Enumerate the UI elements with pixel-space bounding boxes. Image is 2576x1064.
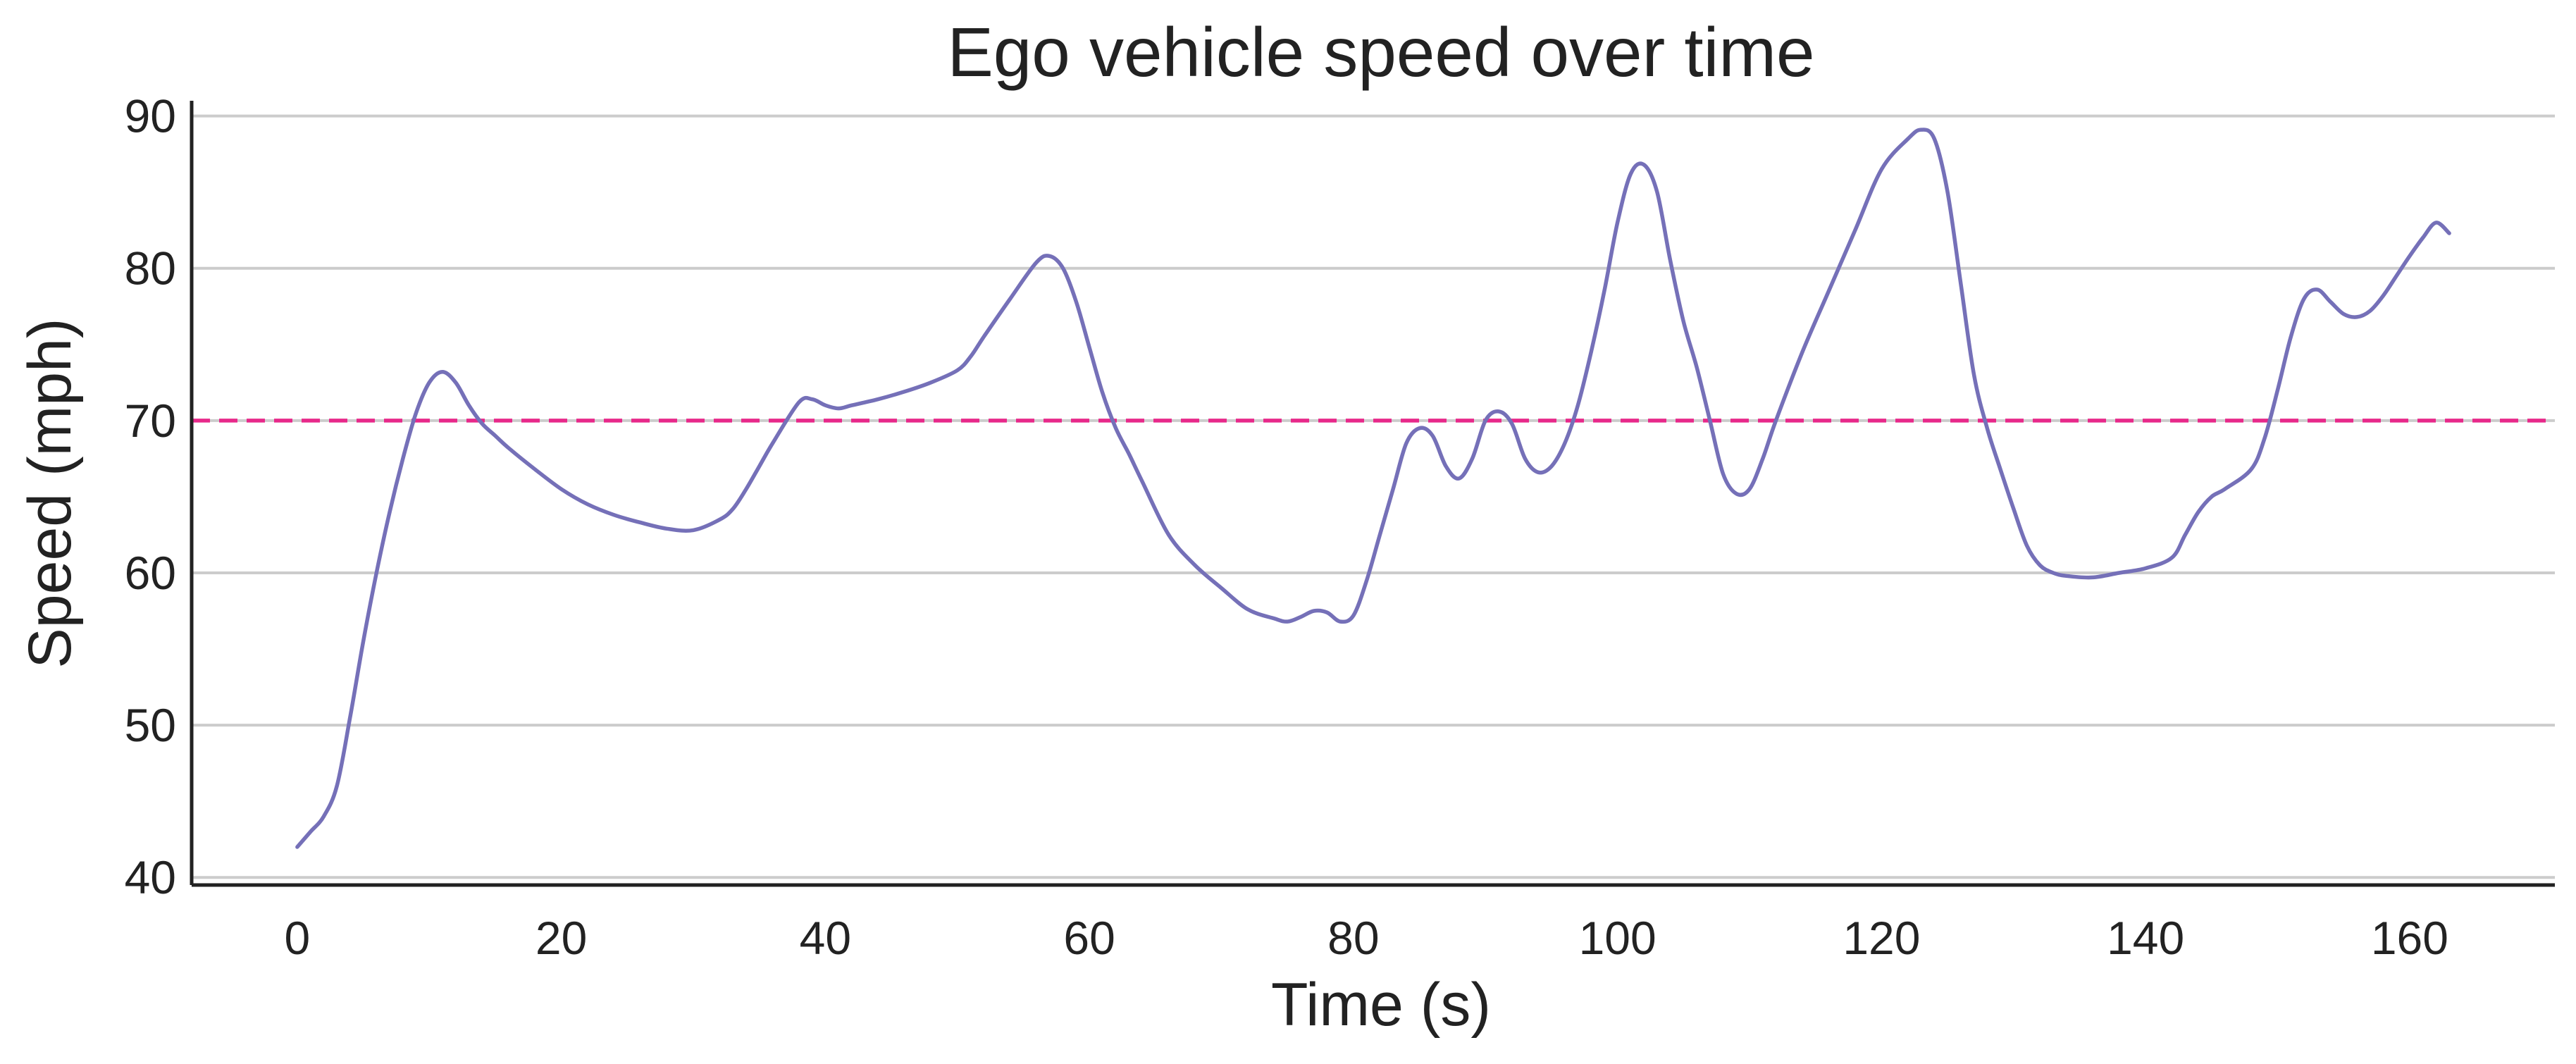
y-tick-label: 80	[125, 242, 176, 295]
y-tick-label: 70	[125, 395, 176, 447]
series-group	[295, 128, 2451, 849]
x-tick-label: 160	[2371, 912, 2448, 964]
y-tick-label: 60	[125, 547, 176, 599]
axes	[190, 101, 2555, 887]
x-tick-label: 20	[535, 912, 587, 964]
y-tick-label: 90	[125, 90, 176, 142]
speed-series-line	[295, 128, 2451, 849]
x-tick-label: 40	[800, 912, 851, 964]
y-tick-label: 40	[125, 851, 176, 903]
x-tick-label: 100	[1579, 912, 1657, 964]
x-tick-label: 120	[1843, 912, 1920, 964]
y-tick-label: 50	[125, 699, 176, 751]
x-tick-label: 80	[1327, 912, 1379, 964]
x-tick-label: 0	[285, 912, 311, 964]
x-tick-label: 60	[1063, 912, 1115, 964]
chart-title: Ego vehicle speed over time	[947, 13, 1814, 91]
gridlines	[192, 114, 2555, 879]
x-axis-label: Time (s)	[1271, 971, 1491, 1039]
y-axis-label: Speed (mph)	[16, 318, 84, 668]
tick-labels: 40 50 60 70 80 90 0 20 40 60 80 100 120 140 160	[125, 90, 2448, 964]
x-tick-label: 140	[2107, 912, 2184, 964]
